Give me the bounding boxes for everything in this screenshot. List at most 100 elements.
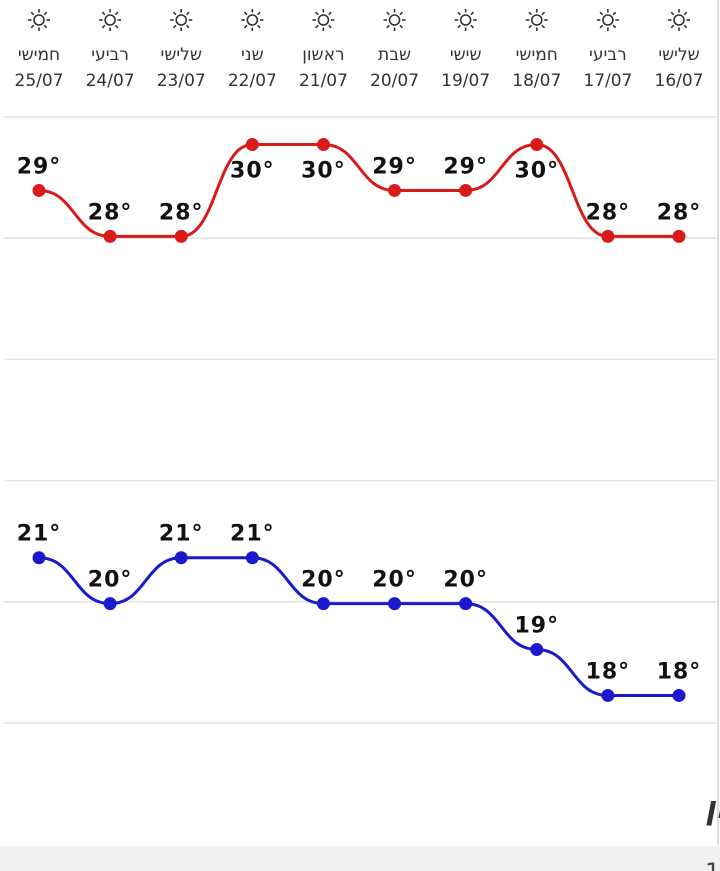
- day-name: שני: [241, 45, 264, 65]
- next-heading: תחזית שעתית ליום שלישי 16/07: [705, 858, 720, 871]
- value-label: 20°: [88, 568, 133, 593]
- point: [245, 138, 259, 152]
- point: [459, 183, 473, 197]
- sun-ray: [386, 11, 390, 16]
- point: [103, 597, 117, 611]
- sun-icon: [317, 14, 330, 26]
- date-label: 18/07: [512, 71, 561, 91]
- sun-ray: [599, 24, 604, 29]
- date-label: 19/07: [441, 71, 490, 91]
- day-name: רביעי: [589, 45, 627, 65]
- next-bar: [0, 846, 720, 871]
- sun-ray: [114, 24, 119, 29]
- date-label: 16/07: [655, 71, 704, 91]
- point: [103, 229, 117, 243]
- day-name: חמישי: [18, 45, 60, 65]
- sun-ray: [257, 11, 261, 16]
- point: [672, 229, 686, 243]
- date-label: 25/07: [15, 71, 64, 91]
- section-title: מזג אוויר שעתי באתר החרמון: [705, 790, 720, 826]
- sun-ray: [457, 24, 461, 29]
- value-label: 18°: [586, 659, 631, 684]
- sun-ray: [185, 24, 190, 29]
- sun-ray: [257, 24, 261, 29]
- day-name: ראשון: [302, 45, 344, 65]
- value-label: 29°: [372, 154, 417, 179]
- day-name: שבת: [378, 45, 411, 65]
- sun-ray: [315, 11, 319, 16]
- sun-ray: [457, 11, 461, 16]
- sun-ray: [386, 24, 390, 29]
- value-label: 21°: [17, 522, 62, 547]
- value-label: 20°: [301, 568, 346, 593]
- sun-ray: [670, 11, 675, 16]
- series-line: [38, 143, 680, 238]
- sun-ray: [612, 24, 617, 29]
- sun-ray: [43, 11, 48, 16]
- point: [316, 597, 330, 611]
- date-label: 17/07: [583, 71, 632, 91]
- date-label: 24/07: [86, 71, 135, 91]
- value-label: 21°: [159, 522, 204, 547]
- series-line: [38, 556, 679, 697]
- sun-icon: [602, 14, 614, 26]
- weather-icons: [28, 9, 690, 31]
- sun-ray: [243, 11, 248, 16]
- day-name: שלישי: [161, 45, 202, 65]
- day-name: שישי: [450, 45, 482, 65]
- point: [530, 138, 544, 152]
- point: [530, 643, 544, 657]
- value-label: 29°: [443, 154, 488, 179]
- sun-ray: [114, 11, 119, 16]
- sun-icon: [104, 14, 116, 26]
- point: [174, 229, 188, 243]
- sun-ray: [30, 24, 35, 29]
- date-label: 23/07: [157, 71, 206, 91]
- sun-ray: [528, 24, 533, 29]
- date-label: 22/07: [228, 71, 277, 91]
- point: [388, 183, 402, 197]
- value-label: 28°: [159, 200, 204, 225]
- point: [316, 138, 330, 152]
- sun-icon: [388, 14, 401, 26]
- value-label: 20°: [443, 568, 488, 593]
- sun-ray: [599, 11, 604, 16]
- value-label: 30°: [301, 159, 346, 184]
- sun-ray: [185, 11, 190, 16]
- day-name: חמישי: [516, 45, 558, 65]
- day-name: רביעי: [91, 45, 129, 65]
- point: [601, 688, 615, 702]
- sun-ray: [315, 24, 319, 29]
- sun-ray: [683, 11, 688, 16]
- point: [32, 183, 46, 197]
- value-label: 20°: [372, 568, 417, 593]
- point: [245, 551, 259, 565]
- value-label: 29°: [17, 154, 62, 179]
- point: [174, 551, 188, 565]
- value-label: 19°: [514, 614, 559, 639]
- sun-ray: [470, 24, 475, 29]
- sun-ray: [683, 24, 688, 29]
- sun-icon: [33, 14, 45, 26]
- value-label: 21°: [230, 522, 275, 547]
- sun-ray: [243, 24, 248, 29]
- sun-icon: [175, 14, 188, 26]
- value-label: 28°: [586, 200, 631, 225]
- value-label: 28°: [657, 200, 702, 225]
- point: [388, 597, 402, 611]
- value-label: 28°: [88, 200, 133, 225]
- sun-icon: [673, 14, 685, 26]
- sun-ray: [101, 24, 106, 29]
- date-label: 21/07: [299, 71, 348, 91]
- value-label: 30°: [230, 159, 275, 184]
- sun-icon: [459, 14, 472, 26]
- sun-icon: [246, 14, 259, 26]
- sun-ray: [30, 11, 35, 16]
- point: [672, 688, 686, 702]
- sun-ray: [43, 24, 48, 29]
- day-name: שלישי: [658, 45, 699, 65]
- sun-ray: [328, 24, 332, 29]
- value-label: 30°: [514, 159, 559, 184]
